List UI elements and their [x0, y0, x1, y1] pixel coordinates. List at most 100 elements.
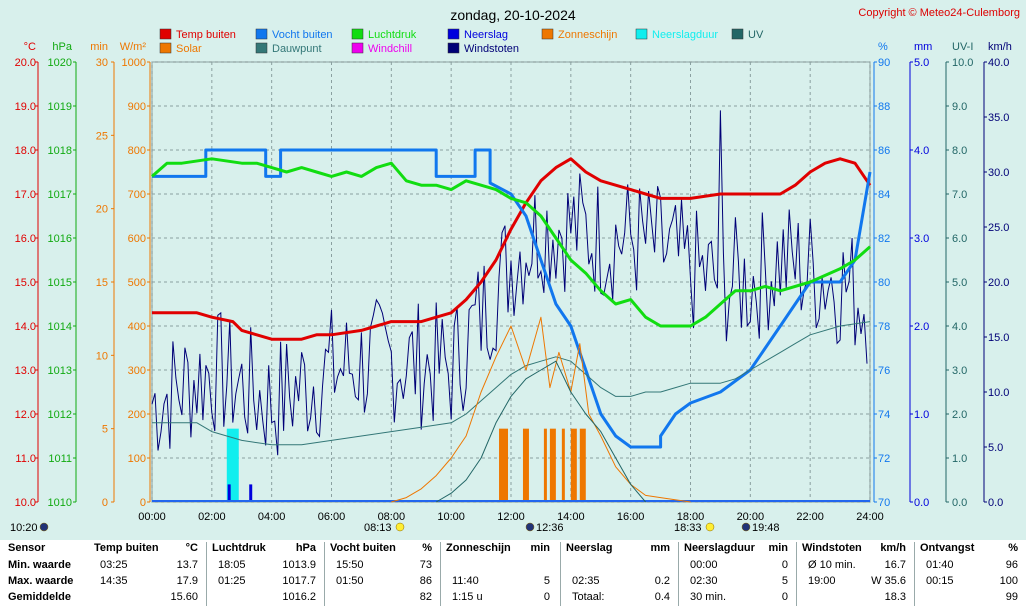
tick-label-sunmin: 10 [96, 350, 108, 362]
tick-label-humidity: 74 [878, 409, 890, 421]
series-solar [391, 316, 691, 503]
tick-label-uv: 9.0 [952, 101, 967, 113]
tick-label-pressure: 1020 [48, 57, 72, 69]
series-uv [435, 360, 646, 503]
axis-unit-sunmin: min [90, 41, 108, 53]
stats-col-unit: % [422, 542, 432, 554]
stats-value: 86 [419, 575, 432, 587]
x-tick-label: 22:00 [796, 511, 824, 523]
stats-col-unit: mm [650, 542, 670, 554]
legend-label: Neerslag [464, 29, 508, 41]
tick-label-solar: 800 [128, 145, 146, 157]
row-label: Sensor [8, 542, 46, 554]
x-tick-label: 16:00 [617, 511, 645, 523]
axis-unit-uv: UV-I [952, 41, 973, 53]
stats-col-vocht-buiten: Vocht buiten% 15:50 73 01:50 86 82 [330, 540, 438, 608]
stats-col-unit: hPa [295, 542, 316, 554]
x-tick-label: 02:00 [198, 511, 226, 523]
sunshine-bar [499, 428, 509, 502]
tick-label-uv: 7.0 [952, 189, 967, 201]
stats-col-unit: min [530, 542, 550, 554]
sunshine-bar [570, 428, 577, 502]
x-tick-label: 08:00 [378, 511, 406, 523]
axis-unit-pressure: hPa [52, 41, 72, 53]
stats-value: 0.4 [654, 591, 670, 603]
legend-label: UV [748, 29, 764, 41]
tick-label-humidity: 82 [878, 233, 890, 245]
tick-label-humidity: 88 [878, 101, 890, 113]
sunrise-icon [395, 522, 405, 532]
tick-label-humidity: 86 [878, 145, 890, 157]
column-separator [324, 542, 325, 606]
tick-label-wind: 40.0 [988, 57, 1009, 69]
tick-label-solar: 1000 [122, 57, 146, 69]
tick-label-wind: 10.0 [988, 387, 1009, 399]
stats-col-neerslagduur: Neerslagduur min 00:00 0 02:30 5 30 min. 0 [684, 540, 794, 608]
tick-label-rain: 5.0 [914, 57, 929, 69]
tick-label-rain: 3.0 [914, 233, 929, 245]
tick-label-temp: 18.0 [15, 145, 36, 157]
column-separator [206, 542, 207, 606]
stats-row-labels: Sensor Min. waarde Max. waarde Gemiddelde [8, 540, 88, 608]
moon-icon [39, 522, 49, 532]
stats-col-zonneschijn: Zonneschijn min 11:40 5 1:15 u 0 [446, 540, 556, 608]
stats-value: 0 [543, 591, 550, 603]
stats-value: 18.3 [884, 591, 906, 603]
tick-label-pressure: 1019 [48, 101, 72, 113]
stats-col-title: Ontvangst [920, 542, 975, 554]
rain-bar [227, 484, 231, 502]
stats-value: 5 [781, 575, 788, 587]
tick-label-temp: 16.0 [15, 233, 36, 245]
stats-time: 01:40 [926, 559, 954, 571]
legend-label: Windstoten [464, 43, 519, 55]
legend-label: Dauwpunt [272, 43, 322, 55]
series-vocht-buiten [152, 148, 872, 449]
row-label: Gemiddelde [8, 591, 71, 603]
stats-value: 0 [781, 559, 788, 571]
tick-label-temp: 19.0 [15, 101, 36, 113]
stats-col-unit: km/h [880, 542, 906, 554]
legend-swatch [159, 42, 172, 54]
stats-value: 5 [543, 575, 550, 587]
legend-swatch [635, 28, 648, 40]
rain-duration-bar [226, 428, 239, 502]
stats-value: 73 [419, 559, 432, 571]
stats-value: 17.9 [176, 575, 198, 587]
tick-label-humidity: 78 [878, 321, 890, 333]
tick-label-uv: 10.0 [952, 57, 973, 69]
x-tick-label: 04:00 [258, 511, 286, 523]
tick-label-pressure: 1015 [48, 277, 72, 289]
stats-col-title: Neerslagduur [684, 542, 755, 554]
tick-label-solar: 900 [128, 101, 146, 113]
column-separator [440, 542, 441, 606]
tick-label-uv: 1.0 [952, 453, 967, 465]
x-tick-label: 14:00 [557, 511, 585, 523]
stats-time: 14:35 [100, 575, 128, 587]
tick-label-humidity: 72 [878, 453, 890, 465]
tick-label-pressure: 1012 [48, 409, 72, 421]
legend-swatch [731, 28, 744, 40]
marker-moon: 10:20 [10, 522, 38, 534]
legend-label: Solar [176, 43, 202, 55]
tick-label-pressure: 1018 [48, 145, 72, 157]
sunshine-bar [549, 428, 556, 502]
axis-unit-rain: mm [914, 41, 932, 53]
legend-label: Zonneschijn [558, 29, 617, 41]
stats-col-title: Vocht buiten [330, 542, 396, 554]
marker-sunset: 18:33 [674, 522, 702, 534]
tick-label-solar: 200 [128, 409, 146, 421]
legend-swatch [351, 28, 364, 40]
tick-label-wind: 20.0 [988, 277, 1009, 289]
tick-label-humidity: 70 [878, 497, 890, 509]
legend-swatch [351, 42, 364, 54]
axis-unit-wind: km/h [988, 41, 1012, 53]
tick-label-temp: 11.0 [15, 453, 36, 465]
stats-time: 30 min. [690, 591, 727, 603]
chart-title: zondag, 20-10-2024 [450, 7, 576, 23]
stats-value: 0 [781, 591, 788, 603]
stats-table: Sensor Min. waarde Max. waarde Gemiddelde Te… [0, 540, 1026, 608]
stats-time: 01:50 [336, 575, 364, 587]
tick-label-pressure: 1013 [48, 365, 72, 377]
tick-label-uv: 4.0 [952, 321, 967, 333]
rain-bar [249, 484, 253, 502]
